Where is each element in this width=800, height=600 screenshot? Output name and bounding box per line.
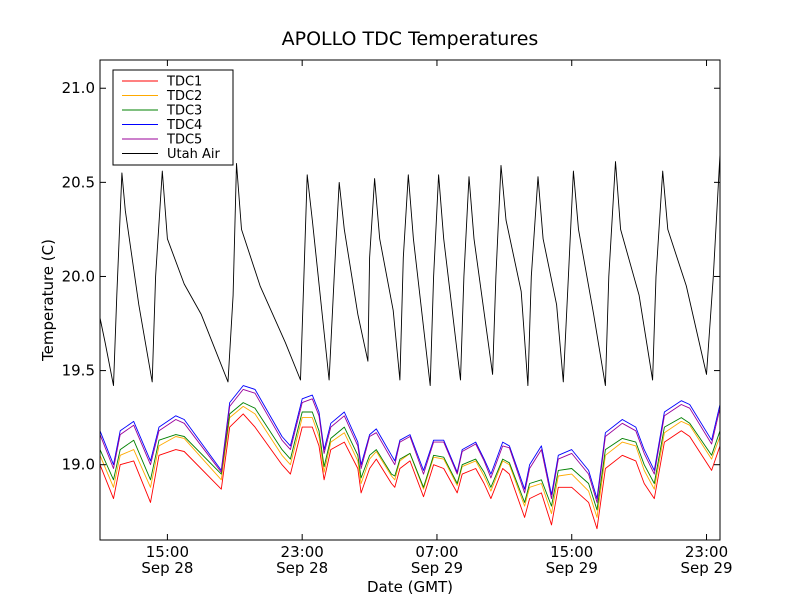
series-line-tdc1 [99,413,721,530]
y-tick-label: 20.0 [62,267,95,285]
x-tick-date-label: Sep 29 [546,559,598,577]
legend-label: TDC1 [166,75,202,90]
legend-label: TDC3 [166,104,202,119]
y-tick-label: 21.0 [62,79,95,97]
x-tick-date-label: Sep 29 [411,559,463,577]
y-axis-label: Temperature (C) [39,239,57,362]
legend-label: TDC4 [166,118,202,133]
series-line-tdc3 [99,402,721,511]
y-axis: 19.0 19.5 20.0 20.5 21.0 [62,79,720,474]
legend-label: TDC2 [166,89,202,104]
series-line-tdc5 [99,388,721,503]
x-tick-date-label: Sep 29 [680,559,732,577]
legend-label: TDC5 [166,133,202,148]
x-tick-time-label: 23:00 [685,543,728,561]
y-tick-label: 19.0 [62,456,95,474]
legend-box [112,69,234,166]
x-tick-time-label: 15:00 [550,543,593,561]
y-tick-label: 20.5 [62,173,95,191]
chart-title: APOLLO TDC Temperatures [282,28,539,50]
legend-label: Utah Air [167,147,220,162]
y-tick-label: 19.5 [62,362,95,380]
series-line-utah-air [99,154,721,387]
x-tick-date-label: Sep 28 [141,559,193,577]
x-tick-time-label: 15:00 [146,543,189,561]
x-tick-time-label: 23:00 [281,543,324,561]
x-tick-time-label: 07:00 [415,543,458,561]
plot-lines [99,154,721,530]
plot-frame [99,59,721,541]
x-tick-date-label: Sep 28 [276,559,328,577]
x-axis-label: Date (GMT) [367,578,453,596]
series-line-tdc4 [99,385,721,500]
